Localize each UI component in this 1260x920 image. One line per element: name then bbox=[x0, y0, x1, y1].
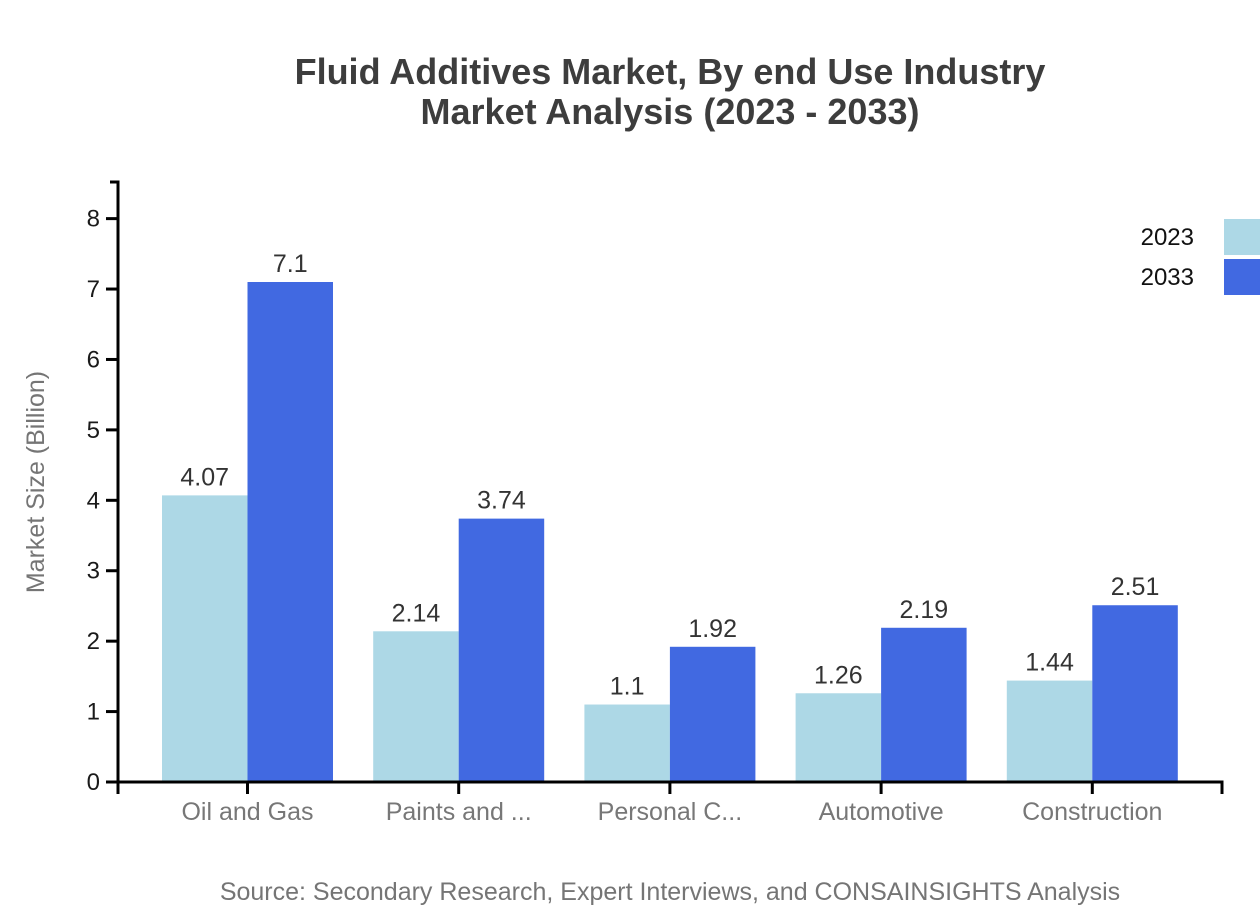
value-label: 7.1 bbox=[273, 250, 308, 278]
bar-series-2033 bbox=[669, 646, 756, 782]
legend-swatch-2033 bbox=[1224, 259, 1260, 295]
value-label: 1.1 bbox=[610, 673, 645, 701]
x-category-label: Automotive bbox=[819, 798, 944, 826]
y-axis-line bbox=[110, 180, 120, 782]
y-tick-label: 2 bbox=[87, 628, 100, 655]
chart-title-line-1: Fluid Additives Market, By end Use Indus… bbox=[295, 51, 1046, 92]
value-label: 2.14 bbox=[392, 599, 441, 627]
x-category-label: Personal C... bbox=[598, 798, 743, 826]
value-label: 2.19 bbox=[900, 596, 949, 624]
y-tick-label: 7 bbox=[87, 276, 100, 303]
bar-series-2023 bbox=[373, 631, 459, 782]
value-label: 1.92 bbox=[688, 615, 737, 643]
y-tick-label: 3 bbox=[87, 558, 100, 585]
value-label: 1.44 bbox=[1025, 649, 1074, 677]
bar-series-2023 bbox=[1006, 680, 1093, 782]
plot-area: 4.07 7.1 Oil and Gas 2.14 3.74 Paints and ...… bbox=[87, 180, 1224, 826]
bar-series-2033 bbox=[881, 627, 967, 782]
bar-series-2023 bbox=[162, 495, 248, 782]
value-label: 3.74 bbox=[477, 487, 526, 515]
bar-series-2033 bbox=[458, 518, 545, 782]
y-tick-label: 8 bbox=[87, 206, 100, 233]
bar-series-2033 bbox=[247, 282, 333, 782]
bar-series-2023 bbox=[795, 693, 882, 782]
value-label: 4.07 bbox=[180, 463, 229, 491]
source-note: Source: Secondary Research, Expert Inter… bbox=[220, 878, 1120, 906]
x-axis-line bbox=[116, 780, 1224, 794]
y-axis-title: Market Size (Billion) bbox=[22, 371, 50, 593]
x-category-label: Construction bbox=[1022, 798, 1162, 826]
y-tick-label: 4 bbox=[87, 487, 100, 514]
y-tick-label: 0 bbox=[87, 769, 100, 796]
legend-label-2033: 2033 bbox=[1141, 264, 1194, 291]
bar-series-2033 bbox=[1092, 605, 1178, 782]
bar-series-2023 bbox=[584, 704, 670, 782]
x-category-label: Oil and Gas bbox=[181, 798, 313, 826]
legend: 2023 2033 bbox=[1141, 219, 1260, 295]
value-label: 2.51 bbox=[1111, 573, 1160, 601]
y-tick-label: 1 bbox=[87, 699, 100, 726]
value-label: 1.26 bbox=[814, 661, 863, 689]
chart-title-line-2: Market Analysis (2023 - 2033) bbox=[421, 91, 920, 132]
legend-label-2023: 2023 bbox=[1141, 224, 1194, 251]
x-category-label: Paints and ... bbox=[386, 798, 532, 826]
legend-swatch-2023 bbox=[1224, 219, 1260, 255]
y-tick-label: 6 bbox=[87, 346, 100, 373]
y-tick-label: 5 bbox=[87, 417, 100, 444]
